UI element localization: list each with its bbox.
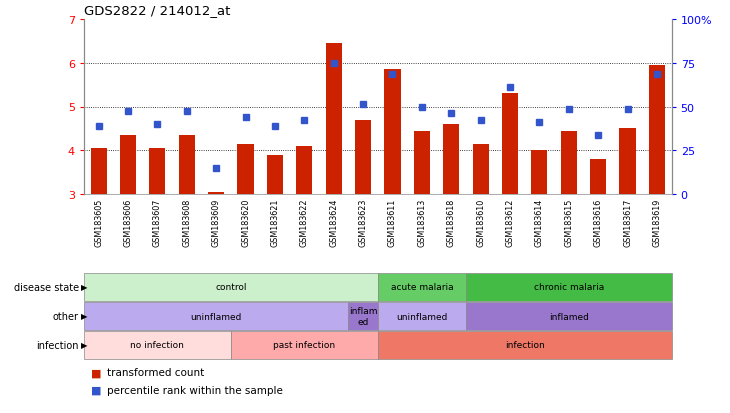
Bar: [377, 273, 466, 301]
Text: ▶: ▶: [81, 341, 88, 350]
Bar: [443, 125, 459, 195]
Text: GSM183620: GSM183620: [241, 198, 250, 247]
Text: GSM183618: GSM183618: [447, 198, 456, 247]
Text: GSM183621: GSM183621: [270, 198, 280, 247]
Text: disease state: disease state: [14, 282, 79, 292]
Bar: [620, 129, 636, 195]
Bar: [472, 144, 488, 195]
Bar: [590, 159, 606, 195]
Bar: [561, 131, 577, 195]
Text: GSM183617: GSM183617: [623, 198, 632, 247]
Text: ■: ■: [91, 385, 101, 394]
Text: GSM183614: GSM183614: [535, 198, 544, 247]
Text: GSM183623: GSM183623: [358, 198, 368, 247]
Bar: [531, 151, 548, 195]
Bar: [296, 147, 312, 195]
Text: past infection: past infection: [273, 341, 335, 350]
Text: GSM183611: GSM183611: [388, 198, 397, 247]
Bar: [84, 331, 231, 359]
Text: GSM183606: GSM183606: [123, 198, 133, 247]
Bar: [267, 155, 283, 195]
Bar: [355, 120, 371, 195]
Text: GSM183608: GSM183608: [182, 198, 191, 247]
Text: ▶: ▶: [81, 283, 88, 292]
Text: percentile rank within the sample: percentile rank within the sample: [107, 385, 283, 394]
Text: GSM183612: GSM183612: [505, 198, 515, 247]
Text: GDS2822 / 214012_at: GDS2822 / 214012_at: [84, 5, 231, 17]
Text: no infection: no infection: [131, 341, 185, 350]
Text: infection: infection: [36, 340, 79, 350]
Text: GSM183613: GSM183613: [418, 198, 426, 247]
Text: GSM183616: GSM183616: [593, 198, 603, 247]
Bar: [466, 273, 672, 301]
Text: GSM183605: GSM183605: [94, 198, 103, 247]
Text: uninflamed: uninflamed: [396, 312, 447, 321]
Text: GSM183610: GSM183610: [476, 198, 485, 247]
Text: GSM183622: GSM183622: [300, 198, 309, 247]
Text: other: other: [53, 311, 79, 321]
Bar: [231, 331, 377, 359]
Text: chronic malaria: chronic malaria: [534, 283, 604, 292]
Bar: [120, 135, 136, 195]
Bar: [84, 302, 348, 330]
Bar: [326, 44, 342, 195]
Text: control: control: [215, 283, 247, 292]
Bar: [91, 149, 107, 195]
Bar: [84, 273, 377, 301]
Bar: [649, 66, 665, 195]
Text: inflamed: inflamed: [549, 312, 588, 321]
Bar: [179, 135, 195, 195]
Text: ■: ■: [91, 368, 101, 377]
Text: acute malaria: acute malaria: [391, 283, 453, 292]
Bar: [348, 302, 377, 330]
Text: GSM183609: GSM183609: [212, 198, 220, 247]
Text: uninflamed: uninflamed: [191, 312, 242, 321]
Bar: [377, 302, 466, 330]
Text: ▶: ▶: [81, 312, 88, 321]
Text: inflam
ed: inflam ed: [349, 306, 377, 326]
Text: infection: infection: [505, 341, 545, 350]
Text: GSM183619: GSM183619: [653, 198, 661, 247]
Text: GSM183607: GSM183607: [153, 198, 162, 247]
Bar: [208, 192, 224, 195]
Bar: [150, 149, 166, 195]
Bar: [502, 94, 518, 195]
Bar: [466, 302, 672, 330]
Bar: [377, 331, 672, 359]
Text: transformed count: transformed count: [107, 368, 204, 377]
Bar: [385, 70, 401, 195]
Bar: [414, 131, 430, 195]
Bar: [237, 144, 253, 195]
Text: GSM183615: GSM183615: [564, 198, 573, 247]
Text: GSM183624: GSM183624: [329, 198, 338, 247]
